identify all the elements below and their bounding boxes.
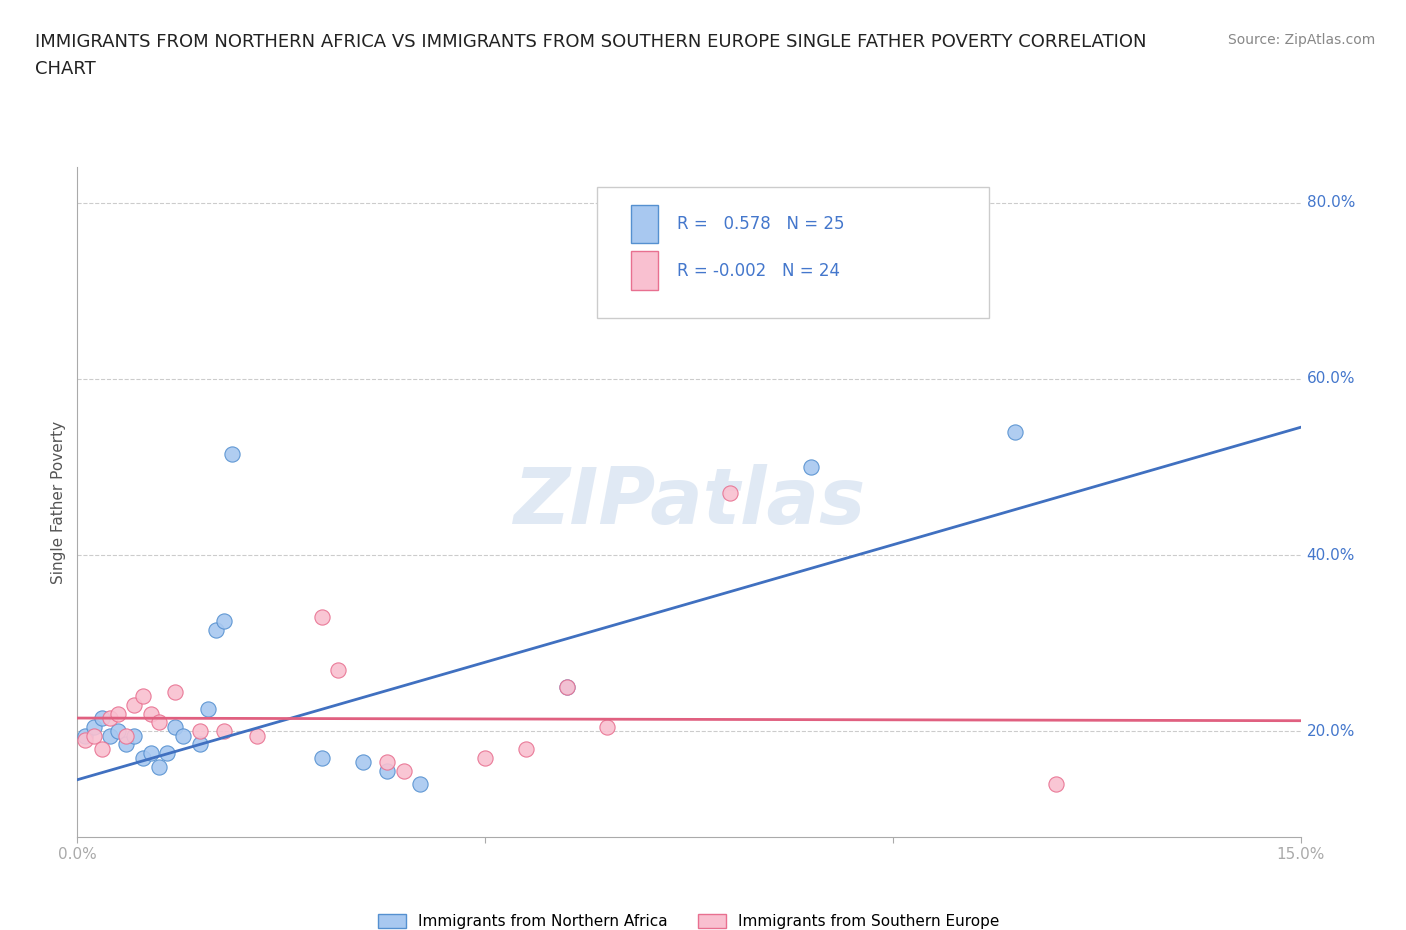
Point [107,706,129,721]
Point [212,614,235,629]
Point [124,728,146,743]
Point [188,737,211,752]
Point [328,662,350,677]
FancyBboxPatch shape [631,205,658,244]
Point [75,728,97,743]
Text: Source: ZipAtlas.com: Source: ZipAtlas.com [1227,33,1375,46]
Point [375,754,398,769]
Text: IMMIGRANTS FROM NORTHERN AFRICA VS IMMIGRANTS FROM SOUTHERN EUROPE SINGLE FATHER: IMMIGRANTS FROM NORTHERN AFRICA VS IMMIG… [35,33,1147,50]
Point [1045,777,1067,791]
Point [139,706,162,721]
Point [188,724,211,738]
Text: ZIPatlas: ZIPatlas [513,464,865,540]
Point [83,728,105,743]
Point [800,459,823,474]
Text: R =   0.578   N = 25: R = 0.578 N = 25 [676,215,844,233]
Point [197,702,219,717]
Point [107,724,129,738]
FancyBboxPatch shape [631,251,658,290]
Text: 80.0%: 80.0% [1306,195,1355,210]
Point [596,720,619,735]
Y-axis label: Single Father Poverty: Single Father Poverty [51,420,66,584]
Text: 40.0%: 40.0% [1306,548,1355,563]
Point [124,698,146,712]
Point [352,754,374,769]
Text: R = -0.002   N = 24: R = -0.002 N = 24 [676,262,839,280]
Point [555,680,578,695]
Point [474,751,496,765]
Legend: Immigrants from Northern Africa, Immigrants from Southern Europe: Immigrants from Northern Africa, Immigra… [373,909,1005,930]
Point [311,609,333,624]
Point [172,728,194,743]
Text: 20.0%: 20.0% [1306,724,1355,738]
Point [205,622,228,637]
Point [139,746,162,761]
Point [311,751,333,765]
Point [90,741,112,756]
Point [131,751,153,765]
Point [1004,424,1026,439]
Point [156,746,179,761]
Point [718,486,741,501]
Point [221,446,243,461]
Point [131,688,153,703]
Point [115,737,138,752]
Point [75,733,97,748]
Point [165,720,187,735]
Text: 60.0%: 60.0% [1306,371,1355,386]
Point [83,720,105,735]
Point [555,680,578,695]
Point [90,711,112,725]
Point [148,759,170,774]
Point [115,728,138,743]
Point [165,684,187,699]
Point [392,764,415,778]
Point [246,728,269,743]
Point [375,764,398,778]
FancyBboxPatch shape [598,188,988,318]
Point [148,715,170,730]
Point [212,724,235,738]
Text: CHART: CHART [35,60,96,78]
Point [98,728,121,743]
Point [98,711,121,725]
Point [409,777,432,791]
Point [515,741,537,756]
